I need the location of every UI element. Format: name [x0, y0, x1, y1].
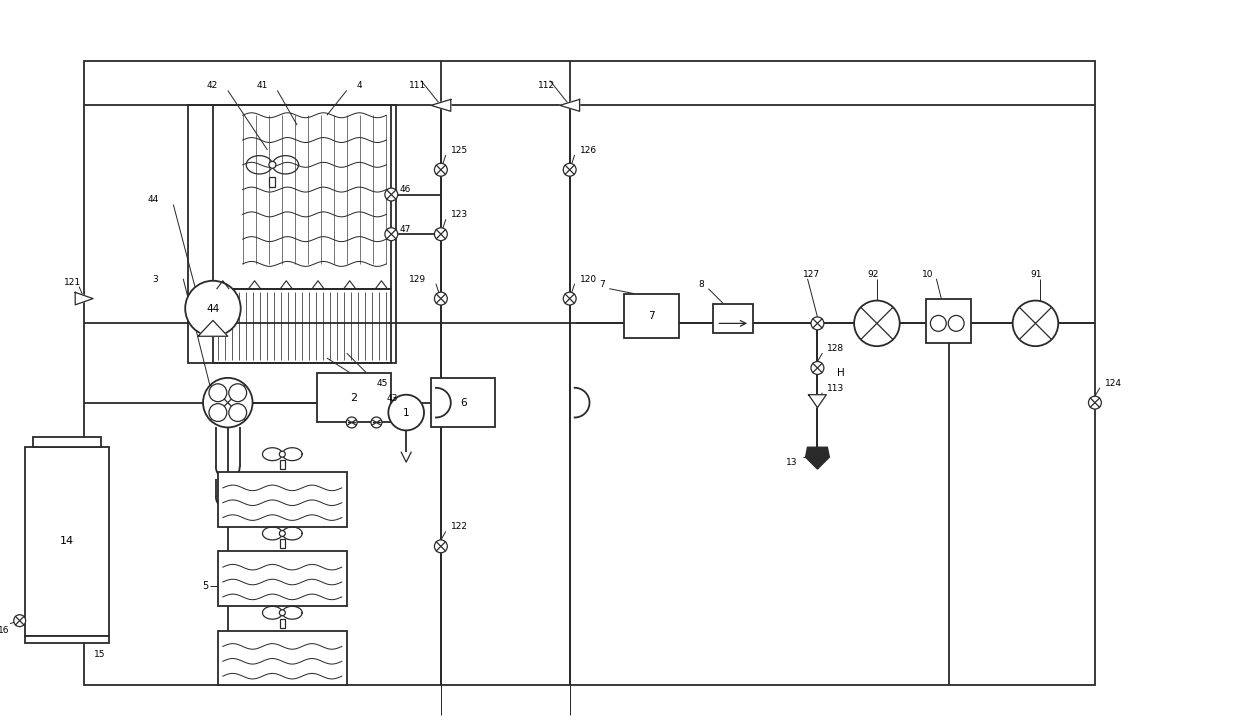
Text: 125: 125 [451, 146, 467, 155]
Circle shape [563, 292, 577, 305]
Bar [25, 447, 109, 636]
Circle shape [811, 362, 823, 374]
Circle shape [811, 317, 823, 330]
Text: 13: 13 [786, 458, 797, 467]
Bar [269, 177, 275, 186]
Circle shape [185, 281, 241, 336]
Polygon shape [432, 100, 451, 111]
Bar [713, 304, 753, 333]
Circle shape [279, 610, 285, 616]
Text: 4: 4 [357, 82, 362, 90]
Text: 47: 47 [399, 225, 410, 234]
Circle shape [1013, 301, 1058, 346]
Bar [213, 106, 392, 289]
Text: 2: 2 [351, 392, 357, 403]
Text: 92: 92 [867, 270, 878, 279]
Text: 1: 1 [403, 408, 409, 418]
Text: 127: 127 [802, 270, 820, 279]
Bar [280, 539, 285, 548]
Bar [213, 289, 392, 363]
Bar [280, 619, 285, 628]
Polygon shape [559, 100, 579, 111]
Bar [218, 551, 347, 606]
Text: 120: 120 [579, 274, 596, 284]
Text: 6: 6 [460, 397, 466, 408]
Text: 10: 10 [921, 270, 932, 279]
Bar [218, 630, 347, 685]
Bar [218, 472, 347, 526]
Text: 7: 7 [649, 311, 655, 321]
Text: 113: 113 [827, 384, 844, 392]
Text: 7: 7 [599, 280, 605, 289]
Text: 16: 16 [0, 626, 10, 635]
Text: 112: 112 [538, 82, 554, 90]
Circle shape [388, 395, 424, 430]
Text: 128: 128 [827, 344, 844, 353]
Circle shape [210, 403, 227, 422]
Circle shape [434, 540, 448, 553]
Bar [32, 438, 100, 447]
Bar [432, 378, 495, 427]
Circle shape [229, 403, 247, 422]
Text: 44: 44 [206, 304, 219, 314]
Circle shape [563, 163, 577, 176]
Text: 41: 41 [257, 82, 268, 90]
Bar [624, 293, 678, 339]
Text: 124: 124 [1105, 379, 1122, 388]
Text: 111: 111 [409, 82, 427, 90]
Bar [84, 60, 1095, 685]
Text: 3: 3 [153, 274, 159, 284]
Text: 44: 44 [148, 195, 159, 205]
Text: 8: 8 [698, 280, 704, 289]
Circle shape [434, 292, 448, 305]
Circle shape [434, 163, 448, 176]
Text: 46: 46 [399, 185, 410, 194]
Polygon shape [198, 320, 228, 336]
Circle shape [434, 228, 448, 241]
Text: 45: 45 [377, 379, 388, 388]
Circle shape [384, 188, 398, 201]
Text: H: H [837, 368, 844, 378]
Text: 121: 121 [64, 277, 82, 287]
Circle shape [949, 315, 965, 331]
Circle shape [210, 384, 227, 402]
Circle shape [854, 301, 900, 346]
Circle shape [371, 417, 382, 428]
Circle shape [346, 417, 357, 428]
Bar [25, 636, 109, 644]
Text: 5: 5 [202, 581, 208, 591]
Text: 15: 15 [94, 650, 105, 660]
Circle shape [279, 531, 285, 537]
Text: 14: 14 [60, 537, 74, 547]
Bar [280, 460, 285, 469]
Text: 91: 91 [1030, 270, 1042, 279]
Circle shape [1089, 396, 1101, 409]
Circle shape [384, 228, 398, 241]
Polygon shape [808, 395, 826, 408]
Text: 126: 126 [579, 146, 596, 155]
Circle shape [203, 378, 253, 427]
Circle shape [279, 451, 285, 457]
Circle shape [14, 614, 26, 627]
Polygon shape [806, 447, 830, 469]
Circle shape [269, 162, 275, 168]
Text: 122: 122 [451, 523, 467, 531]
Text: 43: 43 [387, 394, 398, 403]
Text: 129: 129 [409, 274, 427, 284]
Polygon shape [76, 293, 93, 305]
Text: 123: 123 [451, 210, 467, 219]
Bar [926, 298, 971, 343]
Text: 42: 42 [207, 82, 218, 90]
Circle shape [930, 315, 946, 331]
Bar [188, 106, 397, 363]
Bar [317, 373, 392, 422]
Circle shape [229, 384, 247, 402]
